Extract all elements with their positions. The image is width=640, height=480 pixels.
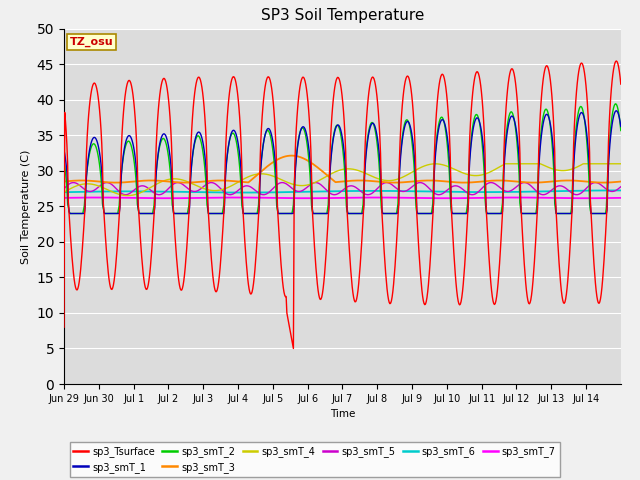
X-axis label: Time: Time xyxy=(330,409,355,419)
Title: SP3 Soil Temperature: SP3 Soil Temperature xyxy=(260,9,424,24)
Legend: sp3_Tsurface, sp3_smT_1, sp3_smT_2, sp3_smT_3, sp3_smT_4, sp3_smT_5, sp3_smT_6, : sp3_Tsurface, sp3_smT_1, sp3_smT_2, sp3_… xyxy=(70,442,559,477)
Y-axis label: Soil Temperature (C): Soil Temperature (C) xyxy=(21,149,31,264)
Text: TZ_osu: TZ_osu xyxy=(70,37,113,47)
